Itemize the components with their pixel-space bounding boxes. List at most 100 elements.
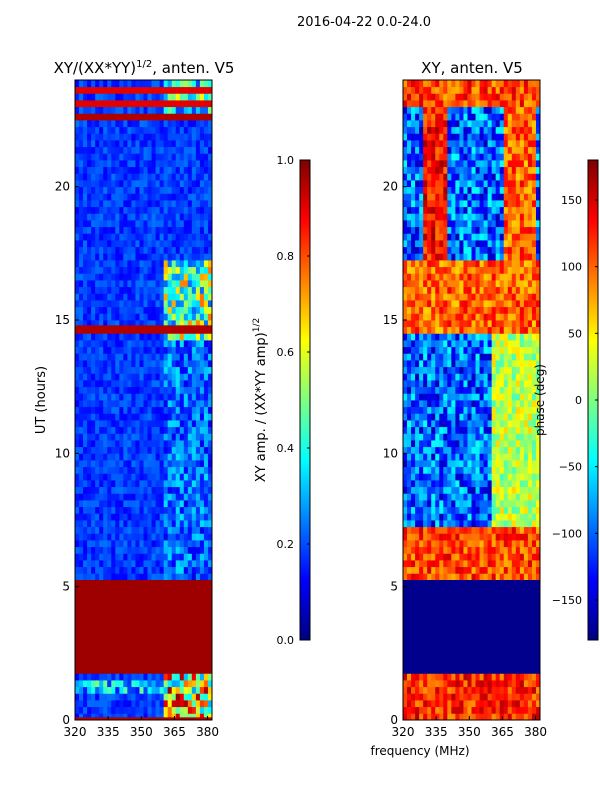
heatmap-cell — [103, 293, 108, 301]
heatmap-cell — [139, 406, 144, 414]
heatmap-cell — [99, 233, 104, 241]
heatmap-cell — [471, 413, 476, 421]
heatmap-cell — [87, 506, 92, 514]
heatmap-cell — [95, 466, 100, 474]
heatmap-cell — [195, 246, 201, 254]
heatmap-cell — [123, 393, 128, 401]
heatmap-cell — [99, 120, 104, 128]
heatmap-cell — [135, 133, 140, 141]
heatmap-cell — [535, 446, 541, 454]
heatmap-cell — [83, 146, 88, 154]
heatmap-cell — [151, 133, 156, 141]
heatmap-cell — [131, 466, 136, 474]
heatmap-cell — [203, 133, 209, 141]
heatmap-cell — [119, 346, 124, 354]
heatmap-cell — [207, 340, 213, 348]
heatmap-cell — [83, 680, 88, 688]
heatmap-cell — [83, 353, 88, 361]
heatmap-cell — [103, 446, 108, 454]
heatmap-cell — [143, 513, 148, 521]
heatmap-cell — [95, 206, 100, 214]
heatmap-cell — [155, 506, 161, 514]
heatmap-cell — [455, 540, 460, 548]
heatmap-cell — [447, 713, 452, 721]
heatmap-cell — [99, 200, 104, 208]
heatmap-cell — [455, 706, 460, 714]
heatmap-cell — [207, 220, 213, 228]
heatmap-cell — [151, 160, 156, 168]
heatmap-cell — [531, 420, 537, 428]
heatmap-cell — [179, 146, 185, 154]
heatmap-cell — [155, 486, 161, 494]
heatmap-cell — [431, 386, 436, 394]
heatmap-cell — [119, 280, 124, 288]
heatmap-cell — [95, 126, 100, 134]
heatmap-cell — [123, 253, 128, 261]
heatmap-cell — [127, 533, 132, 541]
heatmap-cell — [167, 553, 173, 561]
heatmap-cell — [103, 246, 108, 254]
heatmap-cell — [511, 500, 517, 508]
heatmap-cell — [483, 520, 489, 528]
heatmap-cell — [79, 360, 84, 368]
heatmap-cell — [131, 246, 136, 254]
heatmap-cell — [123, 440, 128, 448]
heatmap-cell — [407, 386, 412, 394]
heatmap-cell — [167, 560, 173, 568]
heatmap-cell — [111, 353, 116, 361]
heatmap-cell — [187, 173, 193, 181]
heatmap-cell — [175, 106, 181, 114]
heatmap-cell — [151, 400, 156, 408]
heatmap-cell — [203, 560, 209, 568]
heatmap-cell — [127, 573, 132, 581]
heatmap-cell — [83, 200, 88, 208]
heatmap-cell — [83, 153, 88, 161]
heatmap-cell — [495, 480, 501, 488]
heatmap-cell — [119, 253, 124, 261]
heatmap-cell — [159, 340, 165, 348]
heatmap-cell — [175, 146, 181, 154]
heatmap-cell — [455, 493, 460, 501]
heatmap-cell — [115, 226, 120, 234]
heatmap-cell — [403, 553, 408, 561]
heatmap-cell — [147, 373, 152, 381]
heatmap-cell — [143, 546, 148, 554]
heatmap-cell — [131, 413, 136, 421]
heatmap-cell — [423, 540, 428, 548]
heatmap-cell — [199, 673, 205, 681]
heatmap-cell — [171, 180, 177, 188]
heatmap-cell — [411, 500, 416, 508]
heatmap-cell — [527, 560, 533, 568]
heatmap-cell — [459, 713, 464, 721]
heatmap-cell — [87, 473, 92, 481]
heatmap-cell — [455, 520, 460, 528]
heatmap-cell — [111, 680, 116, 688]
heatmap-cell — [111, 200, 116, 208]
heatmap-cell — [507, 706, 513, 714]
heatmap-cell — [103, 253, 108, 261]
heatmap-cell — [139, 240, 144, 248]
heatmap-cell — [147, 160, 152, 168]
heatmap-cell — [171, 560, 177, 568]
heatmap-cell — [191, 266, 197, 274]
heatmap-cell — [111, 246, 116, 254]
heatmap-cell — [435, 686, 440, 694]
heatmap-cell — [75, 166, 80, 174]
heatmap-cell — [95, 153, 100, 161]
heatmap-cell — [107, 673, 112, 681]
heatmap-cell — [143, 700, 148, 708]
colorbar-tick-label: 0.8 — [277, 250, 295, 263]
heatmap-cell — [79, 266, 84, 274]
heatmap-cell — [123, 246, 128, 254]
heatmap-cell — [515, 700, 521, 708]
heatmap-cell — [127, 240, 132, 248]
heatmap-cell — [99, 286, 104, 294]
heatmap-cell — [199, 240, 205, 248]
heatmap-cell — [207, 226, 213, 234]
heatmap-cell — [127, 373, 132, 381]
heatmap-cell — [151, 486, 156, 494]
heatmap-cell — [131, 220, 136, 228]
heatmap-cell — [403, 713, 408, 721]
heatmap-cell — [459, 500, 464, 508]
heatmap-cell — [119, 686, 124, 694]
